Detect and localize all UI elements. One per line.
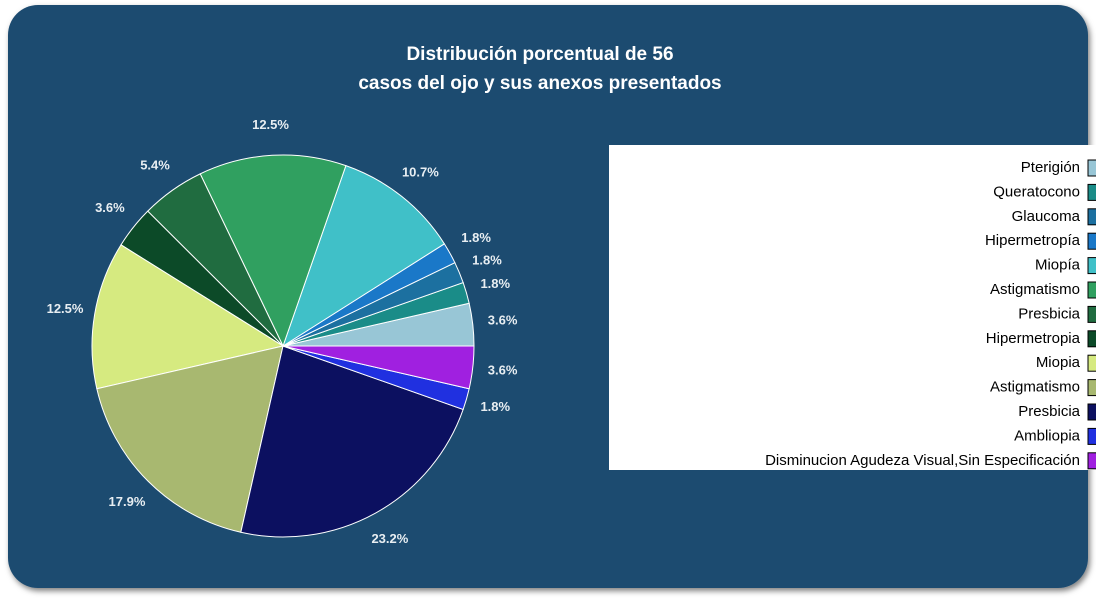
legend-swatch <box>1087 208 1096 226</box>
data-label: 17.9% <box>109 494 146 509</box>
legend-swatch <box>1087 305 1096 323</box>
data-label: 23.2% <box>371 531 408 546</box>
data-label: 10.7% <box>402 164 439 179</box>
pie-slice <box>199 154 347 348</box>
chart-title: Distribución porcentual de 56 <box>406 44 673 65</box>
legend-label: Glaucoma <box>1012 208 1081 225</box>
pie-slice <box>240 345 464 538</box>
data-label: 12.5% <box>47 301 84 316</box>
legend-label: Ambliopia <box>1014 427 1081 444</box>
data-label: 1.8% <box>472 252 502 267</box>
legend-label: Queratocono <box>993 183 1080 200</box>
pie-slice <box>96 345 284 533</box>
legend-swatch <box>1087 403 1096 421</box>
legend-label: Hipermetropía <box>985 232 1081 249</box>
legend-label: Presbicia <box>1018 403 1080 420</box>
data-label: 12.5% <box>252 117 289 132</box>
chart-title: casos del ojo y sus anexos presentados <box>358 73 721 94</box>
legend-swatch <box>1087 427 1096 445</box>
legend-swatch <box>1087 330 1096 348</box>
pie-slice <box>282 345 475 390</box>
legend-swatch <box>1087 183 1096 201</box>
data-label: 1.8% <box>480 276 510 291</box>
legend-swatch <box>1087 232 1096 250</box>
legend-label: Presbicia <box>1018 305 1080 322</box>
data-label: 3.6% <box>488 313 518 328</box>
pie-slice <box>282 165 446 348</box>
pie-slice <box>91 244 285 390</box>
legend-label: Astigmatismo <box>990 379 1080 396</box>
legend-swatch <box>1087 452 1096 470</box>
legend-box <box>609 145 1096 470</box>
legend-swatch <box>1087 159 1096 177</box>
legend-label: Disminucion Agudeza Visual,Sin Especific… <box>765 452 1080 469</box>
data-label: 5.4% <box>140 157 170 172</box>
legend-swatch <box>1087 354 1096 372</box>
legend-label: Hipermetropia <box>986 330 1081 347</box>
legend-label: Miopía <box>1035 257 1081 274</box>
data-label: 1.8% <box>461 230 491 245</box>
data-label: 1.8% <box>480 399 510 414</box>
legend-swatch <box>1087 257 1096 275</box>
legend-label: Astigmatismo <box>990 281 1080 298</box>
legend-swatch <box>1087 281 1096 299</box>
data-label: 3.6% <box>488 362 518 377</box>
legend-label: Miopia <box>1036 354 1081 371</box>
legend-label: Pterigión <box>1021 159 1080 176</box>
legend-swatch <box>1087 379 1096 397</box>
data-label: 3.6% <box>95 200 125 215</box>
